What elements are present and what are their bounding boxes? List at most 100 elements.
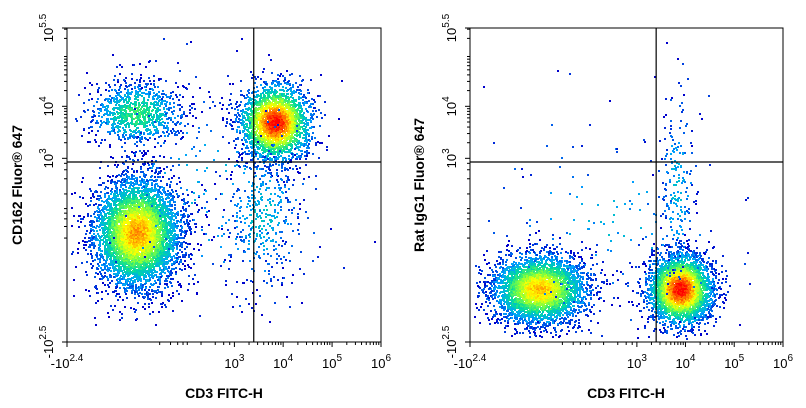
event-dot <box>135 216 137 218</box>
event-dot <box>92 265 94 267</box>
event-dot <box>150 239 152 241</box>
event-dot <box>151 183 153 185</box>
event-dot <box>130 240 132 242</box>
event-dot <box>126 249 128 251</box>
event-dot <box>82 218 84 220</box>
event-dot <box>155 169 157 171</box>
event-dot <box>190 231 192 233</box>
event-dot <box>155 240 157 242</box>
event-dot <box>169 209 171 211</box>
event-dot <box>112 264 114 266</box>
event-dot <box>114 193 116 195</box>
event-dot <box>121 179 123 181</box>
event-dot <box>143 267 145 269</box>
event-dot <box>127 235 129 237</box>
event-dot <box>146 240 148 242</box>
event-dot <box>149 286 151 288</box>
event-dot <box>145 281 147 283</box>
event-dot <box>119 192 121 194</box>
event-dot <box>121 197 123 199</box>
event-dot <box>120 243 122 245</box>
event-dot <box>154 261 156 263</box>
event-dot <box>108 198 110 200</box>
event-dot <box>164 287 166 289</box>
event-dot <box>194 231 196 233</box>
event-dot <box>123 260 125 262</box>
event-dot <box>156 292 158 294</box>
event-dot <box>78 226 80 228</box>
event-dot <box>157 173 159 175</box>
event-dot <box>145 260 147 262</box>
event-dot <box>141 249 143 251</box>
event-dot <box>111 188 113 190</box>
event-dot <box>116 216 118 218</box>
event-dot <box>162 242 164 244</box>
event-dot <box>145 287 147 289</box>
event-dot <box>208 224 210 226</box>
event-dot <box>124 290 126 292</box>
event-dot <box>140 184 142 186</box>
event-dot <box>168 266 170 268</box>
event-dot <box>176 254 178 256</box>
event-dot <box>129 244 131 246</box>
event-dot <box>196 204 198 206</box>
event-dot <box>86 261 88 263</box>
event-dot <box>165 256 167 258</box>
event-dot <box>81 262 83 264</box>
event-dot <box>185 202 187 204</box>
event-dot <box>159 273 161 275</box>
event-dot <box>125 207 127 209</box>
event-dot <box>85 289 87 291</box>
event-dot <box>115 269 117 271</box>
event-dot <box>181 269 183 271</box>
event-dot <box>160 255 162 257</box>
event-dot <box>142 171 144 173</box>
event-dot <box>132 266 134 268</box>
event-dot <box>184 256 186 258</box>
event-dot <box>137 293 139 295</box>
event-dot <box>184 268 186 270</box>
event-dot <box>161 262 163 264</box>
event-dot <box>101 275 103 277</box>
event-dot <box>167 286 169 288</box>
event-dot <box>167 215 169 217</box>
event-dot <box>97 195 99 197</box>
event-dot <box>102 222 104 224</box>
event-dot <box>139 243 141 245</box>
event-dot <box>153 275 155 277</box>
event-dot <box>171 268 173 270</box>
event-dot <box>185 254 187 256</box>
event-dot <box>143 262 145 264</box>
event-dot <box>131 174 133 176</box>
event-dot <box>88 246 90 248</box>
event-dot <box>161 222 163 224</box>
event-dot <box>153 233 155 235</box>
event-dot <box>93 247 95 249</box>
event-dot <box>110 193 112 195</box>
event-dot <box>175 241 177 243</box>
event-dot <box>157 226 159 228</box>
event-dot <box>190 233 192 235</box>
event-dot <box>201 226 203 228</box>
event-dot <box>97 258 99 260</box>
event-dot <box>180 210 182 212</box>
event-dot <box>94 211 96 213</box>
event-dot <box>109 274 111 276</box>
event-dot <box>106 257 108 259</box>
event-dot <box>150 283 152 285</box>
event-dot <box>121 250 123 252</box>
event-dot <box>163 187 165 189</box>
event-dot <box>113 273 115 275</box>
event-dot <box>152 259 154 261</box>
event-dot <box>125 279 127 281</box>
event-dot <box>109 245 111 247</box>
event-dot <box>115 223 117 225</box>
event-dot <box>162 236 164 238</box>
event-dot <box>89 232 91 234</box>
event-dot <box>164 268 166 270</box>
event-dot <box>110 305 112 307</box>
event-dot <box>153 266 155 268</box>
event-dot <box>110 210 112 212</box>
event-dot <box>143 249 145 251</box>
event-dot <box>150 243 152 245</box>
